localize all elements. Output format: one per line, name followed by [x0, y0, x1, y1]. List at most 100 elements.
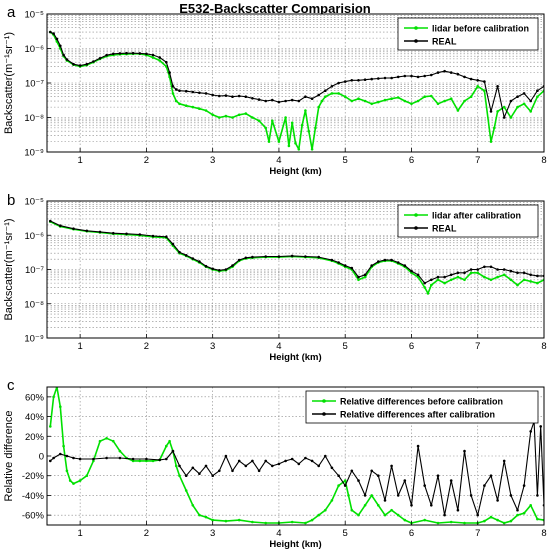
data-point [112, 439, 115, 443]
data-point [271, 119, 274, 123]
x-tick-label: 5 [343, 528, 348, 539]
data-point [317, 93, 321, 97]
panel-a: a 1 2 3 4 5 6 7 8 10⁻⁹ 10⁻⁸ 10⁻⁷ 10⁻⁶ 10⁻⁵ Height (km… [3, 4, 547, 177]
x-tick-label: 3 [210, 155, 215, 166]
data-point [502, 268, 506, 271]
data-point [456, 508, 460, 512]
data-point [251, 459, 254, 463]
data-point [237, 94, 241, 98]
data-point [476, 268, 480, 271]
data-point [184, 104, 188, 107]
data-point [165, 60, 168, 64]
x-tick-label: 4 [276, 528, 281, 539]
data-point [251, 116, 254, 119]
data-point [357, 79, 360, 82]
data-point [267, 140, 271, 143]
data-point [237, 518, 241, 522]
data-point [390, 258, 393, 262]
data-point [449, 479, 453, 482]
data-point [483, 484, 486, 487]
data-point [436, 474, 440, 478]
data-point [171, 92, 175, 95]
data-point [330, 85, 334, 88]
x-axis-label: Height (km) [269, 539, 321, 550]
data-point [509, 278, 513, 282]
data-point [337, 484, 340, 487]
data-point [112, 52, 115, 56]
data-point [363, 275, 367, 279]
data-point [85, 474, 89, 478]
data-point [343, 80, 347, 83]
data-point [456, 271, 460, 275]
data-point [59, 44, 62, 48]
data-point [456, 275, 460, 279]
data-point [496, 268, 499, 271]
data-point [529, 504, 532, 507]
data-point [357, 479, 360, 482]
data-point [145, 459, 148, 463]
legend-label: Relative differences before calibration [340, 397, 503, 407]
data-point [204, 264, 208, 268]
data-point [496, 85, 499, 88]
data-point [138, 459, 142, 463]
data-point [324, 508, 327, 512]
data-point [436, 275, 440, 279]
data-point [522, 511, 526, 515]
data-point [307, 129, 311, 133]
y-tick-label: 10⁻⁷ [25, 79, 45, 90]
data-point [310, 97, 314, 100]
legend-marker [414, 213, 418, 217]
data-point [423, 95, 427, 98]
data-point [158, 56, 161, 59]
data-point [92, 457, 95, 461]
data-point [158, 458, 161, 462]
legend-label: lidar after calibration [432, 211, 521, 221]
data-point [529, 99, 532, 103]
data-point [72, 62, 75, 66]
data-point [456, 109, 460, 112]
data-point [72, 227, 75, 230]
y-tick-label: 10⁻⁸ [24, 113, 44, 124]
data-point [224, 268, 228, 271]
data-point [522, 92, 526, 95]
data-point [277, 140, 281, 143]
data-point [516, 513, 519, 517]
data-point [244, 256, 248, 260]
data-point [509, 116, 513, 119]
data-point [463, 99, 466, 103]
data-point [218, 469, 221, 473]
data-point [191, 257, 195, 260]
data-point [483, 265, 486, 269]
data-point [449, 71, 453, 74]
data-point [522, 484, 526, 487]
data-point [112, 231, 115, 235]
data-point [184, 254, 188, 257]
data-point [539, 425, 542, 428]
data-point [257, 469, 261, 473]
y-tick-label: 20% [25, 432, 45, 443]
data-point [350, 508, 354, 512]
data-point [396, 75, 400, 79]
legend-label: lidar before calibration [432, 24, 529, 34]
data-point [337, 261, 340, 264]
data-point [151, 234, 155, 238]
data-point [264, 459, 268, 463]
x-tick-label: 8 [541, 155, 546, 166]
data-point [390, 508, 393, 512]
data-point [536, 274, 539, 278]
data-point [65, 454, 69, 458]
data-point [145, 457, 148, 461]
data-point [516, 271, 519, 275]
data-point [416, 273, 420, 277]
y-tick-label: -60% [22, 511, 45, 522]
data-point [271, 98, 274, 102]
y-tick-label: 10⁻⁵ [24, 10, 44, 21]
x-tick-label: 1 [77, 341, 82, 352]
data-point [294, 141, 297, 145]
panel-label-c: c [7, 377, 15, 394]
data-point [363, 504, 367, 507]
data-point [343, 479, 347, 482]
data-point [174, 99, 178, 103]
data-point [377, 100, 380, 104]
data-point [310, 518, 314, 522]
